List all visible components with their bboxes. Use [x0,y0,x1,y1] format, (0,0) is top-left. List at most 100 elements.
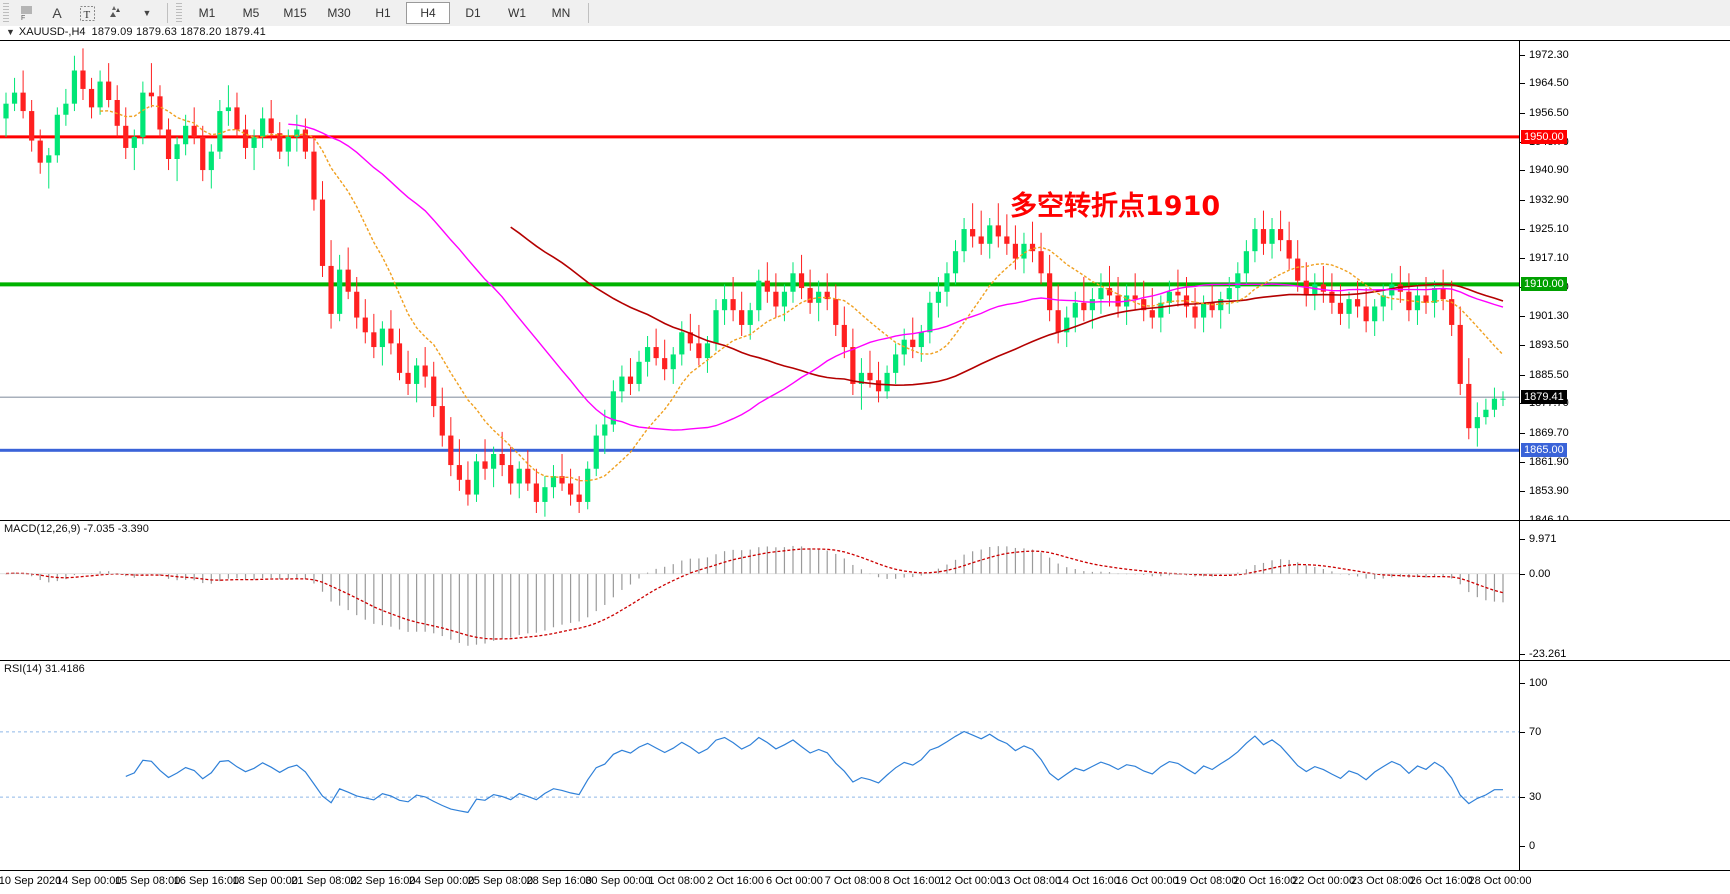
price-marker-resistance: 1950.00 [1521,129,1567,144]
macd-tick-label: 0.00 [1529,567,1551,580]
macd-plot[interactable]: MACD(12,26,9) -7.035 -3.390 [0,521,1520,661]
price-tick [1520,258,1525,260]
price-tick-label: 1956.50 [1529,106,1569,119]
timeframe-m30[interactable]: M30 [327,6,351,20]
time-tick-label: 12 Oct 00:00 [939,875,1003,887]
timeframe-m5[interactable]: M5 [242,6,260,20]
rsi-label: RSI(14) 31.4186 [4,663,85,675]
time-tick-label: 16 Sep 16:00 [173,875,240,887]
time-axis[interactable]: 10 Sep 2020 14 Sep 00:00 15 Sep 08:00 16 Se… [0,870,1730,894]
time-tick-label: 1 Oct 08:00 [648,875,706,887]
macd-tick [1520,539,1525,540]
timeframe-w1[interactable]: W1 [508,6,526,20]
macd-tick [1520,654,1525,655]
price-tick-label: 1893.50 [1529,339,1569,352]
price-tick-label: 1917.10 [1529,252,1569,265]
timeframe-mn[interactable]: MN [551,6,571,20]
time-tick-label: 25 Sep 08:00 [467,875,534,887]
price-tick-label: 1869.70 [1529,426,1569,439]
timeframe-h4[interactable]: H4 [406,2,450,24]
timeframe-h1[interactable]: H1 [375,6,391,20]
price-tick [1520,199,1525,201]
time-tick-label: 28 Sep 16:00 [526,875,592,887]
price-tick [1520,491,1525,493]
price-tick [1520,228,1525,230]
price-marker-current: 1879.41 [1521,390,1567,405]
crosshair-f-icon[interactable]: F [12,1,42,25]
rsi-plot[interactable]: RSI(14) 31.4186 [0,661,1520,871]
time-tick-label: 16 Oct 00:00 [1115,875,1179,887]
timeframe-m15[interactable]: M15 [283,6,307,20]
macd-tick-label: 9.971 [1529,533,1557,545]
price-marker-support: 1865.00 [1521,443,1567,458]
price-tick [1520,316,1525,318]
price-tick-label: 1861.90 [1529,455,1569,468]
time-tick-label: 13 Oct 08:00 [998,875,1062,887]
timeframe-bar: M1 M5 M15 M30 H1 H4 D1 W1 MN [185,2,583,24]
price-tick-label: 1853.90 [1529,485,1569,498]
text-box-icon[interactable]: T [72,1,102,25]
chart-area: ▼ XAUUSD-,H4 1879.09 1879.63 1878.20 1879.… [0,26,1730,894]
time-tick-label: 14 Sep 00:00 [56,875,122,887]
time-tick-label: 21 Sep 08:00 [291,875,357,887]
time-tick-label: 18 Sep 00:00 [232,875,298,887]
timeframe-m1[interactable]: M1 [198,6,216,20]
price-tick-label: 1932.90 [1529,193,1569,206]
time-tick-label: 23 Oct 08:00 [1350,875,1414,887]
rsi-scale[interactable]: 100 70 30 0 [1520,661,1730,871]
chart-annotation: 多空转折点1910 [1010,191,1221,222]
price-tick [1520,374,1525,376]
rsi-panel[interactable]: RSI(14) 31.4186 100 70 30 0 [0,660,1730,871]
objects-icon[interactable] [102,1,132,25]
time-tick-label: 10 Sep 2020 [0,875,62,887]
time-tick-label: 7 Oct 08:00 [824,875,882,887]
rsi-tick [1520,731,1525,733]
price-tick-label: 1885.50 [1529,368,1569,381]
macd-tick [1520,573,1525,575]
timeframe-d1[interactable]: D1 [465,6,481,20]
collapse-icon[interactable]: ▼ [6,27,15,37]
price-tick-label: 1964.50 [1529,77,1569,90]
svg-text:F: F [21,15,25,21]
time-tick-label: 14 Oct 16:00 [1056,875,1120,887]
rsi-tick-label: 0 [1529,840,1536,852]
price-tick [1520,112,1525,114]
price-tick [1520,54,1525,56]
time-tick-label: 28 Oct 00:00 [1468,875,1532,887]
price-marker-pivot: 1910.00 [1521,277,1567,292]
chevron-down-icon[interactable]: ▼ [142,8,152,18]
price-panel[interactable]: 多空转折点1910 1972.301964.501956.501948.7019… [0,40,1730,526]
time-tick-label: 26 Oct 16:00 [1409,875,1473,887]
rsi-tick-label: 100 [1529,677,1548,689]
price-tick [1520,461,1525,463]
toolbar-grip[interactable] [3,3,9,23]
price-tick [1520,170,1525,172]
time-tick-label: 20 Oct 16:00 [1233,875,1297,887]
price-plot[interactable]: 多空转折点1910 [0,41,1520,521]
time-tick-label: 6 Oct 00:00 [765,875,823,887]
rsi-tick-label: 70 [1529,725,1542,738]
toolbar: F A T ▼ M1 M5 M15 M30 H1 H4 D1 W1 MN [0,0,1730,27]
price-tick-label: 1901.30 [1529,310,1569,323]
timeframe-grip[interactable] [176,3,182,23]
time-tick-label: 8 Oct 16:00 [883,875,941,887]
text-a-icon[interactable]: A [52,5,62,21]
macd-scale[interactable]: 9.971 0.00 -23.261 [1520,521,1730,661]
time-tick-label: 24 Sep 00:00 [408,875,475,887]
symbol-label: XAUUSD-,H4 [18,26,86,38]
macd-label: MACD(12,26,9) -7.035 -3.390 [4,523,149,535]
symbol-bar: ▼ XAUUSD-,H4 1879.09 1879.63 1878.20 1879.… [0,26,1730,40]
toolbar-divider [167,3,168,23]
time-tick-label: 22 Oct 00:00 [1292,875,1356,887]
rsi-tick [1520,846,1525,847]
time-tick-label: 30 Sep 00:00 [585,875,651,887]
price-tick-label: 1940.90 [1529,164,1569,177]
toolbar-divider-2 [588,3,589,23]
time-tick-label: 15 Sep 08:00 [114,875,181,887]
price-tick [1520,345,1525,347]
macd-panel[interactable]: MACD(12,26,9) -7.035 -3.390 9.971 0.00 -23… [0,520,1730,661]
rsi-tick [1520,797,1525,799]
price-scale[interactable]: 1972.301964.501956.501948.701940.901932.… [1520,41,1730,526]
time-tick-label: 2 Oct 16:00 [707,875,765,887]
time-tick-label: 19 Oct 08:00 [1174,875,1238,887]
